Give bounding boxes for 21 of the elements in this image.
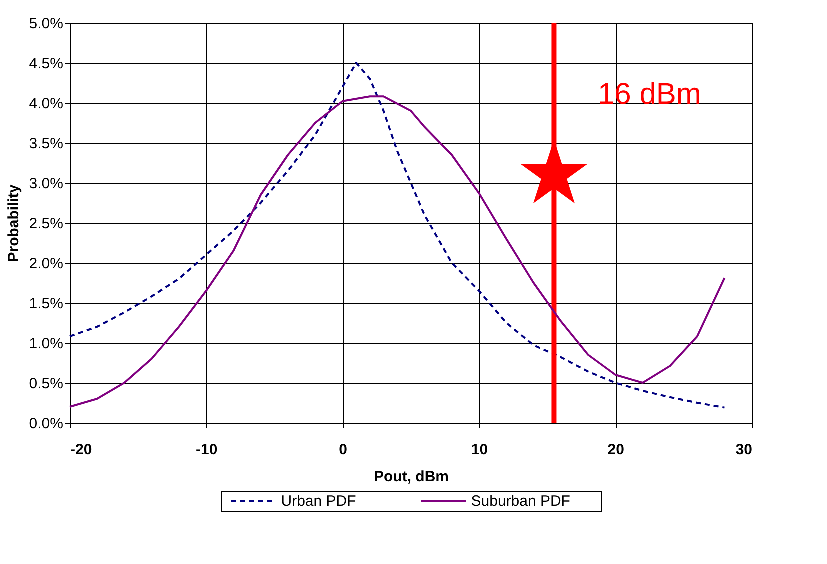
y-tick-label: 5.0% <box>29 16 64 32</box>
legend-label: Urban PDF <box>281 493 356 510</box>
y-tick-label: 0.5% <box>29 376 64 392</box>
y-tick-label: 2.5% <box>29 216 64 232</box>
y-tick-label: 1.5% <box>29 296 64 312</box>
y-tick-label: 4.0% <box>29 96 64 112</box>
x-tick-label: 10 <box>471 442 488 458</box>
y-tick-label: 3.0% <box>29 176 64 192</box>
y-axis-title: Probability <box>5 184 22 262</box>
x-tick-label: -20 <box>70 442 92 458</box>
x-tick-label: 30 <box>736 442 752 458</box>
y-tick-label: 4.5% <box>29 56 64 72</box>
legend-label: Suburban PDF <box>471 493 570 510</box>
y-tick-label: 1.0% <box>29 336 64 352</box>
y-tick-label: 0.0% <box>29 416 64 432</box>
y-tick-label: 3.5% <box>29 136 64 152</box>
x-tick-label: 0 <box>339 442 348 458</box>
x-tick-label: -10 <box>196 442 218 458</box>
x-axis-title: Pout, dBm <box>374 468 449 486</box>
y-tick-label: 2.0% <box>29 256 64 272</box>
x-tick-label: 20 <box>608 442 624 458</box>
